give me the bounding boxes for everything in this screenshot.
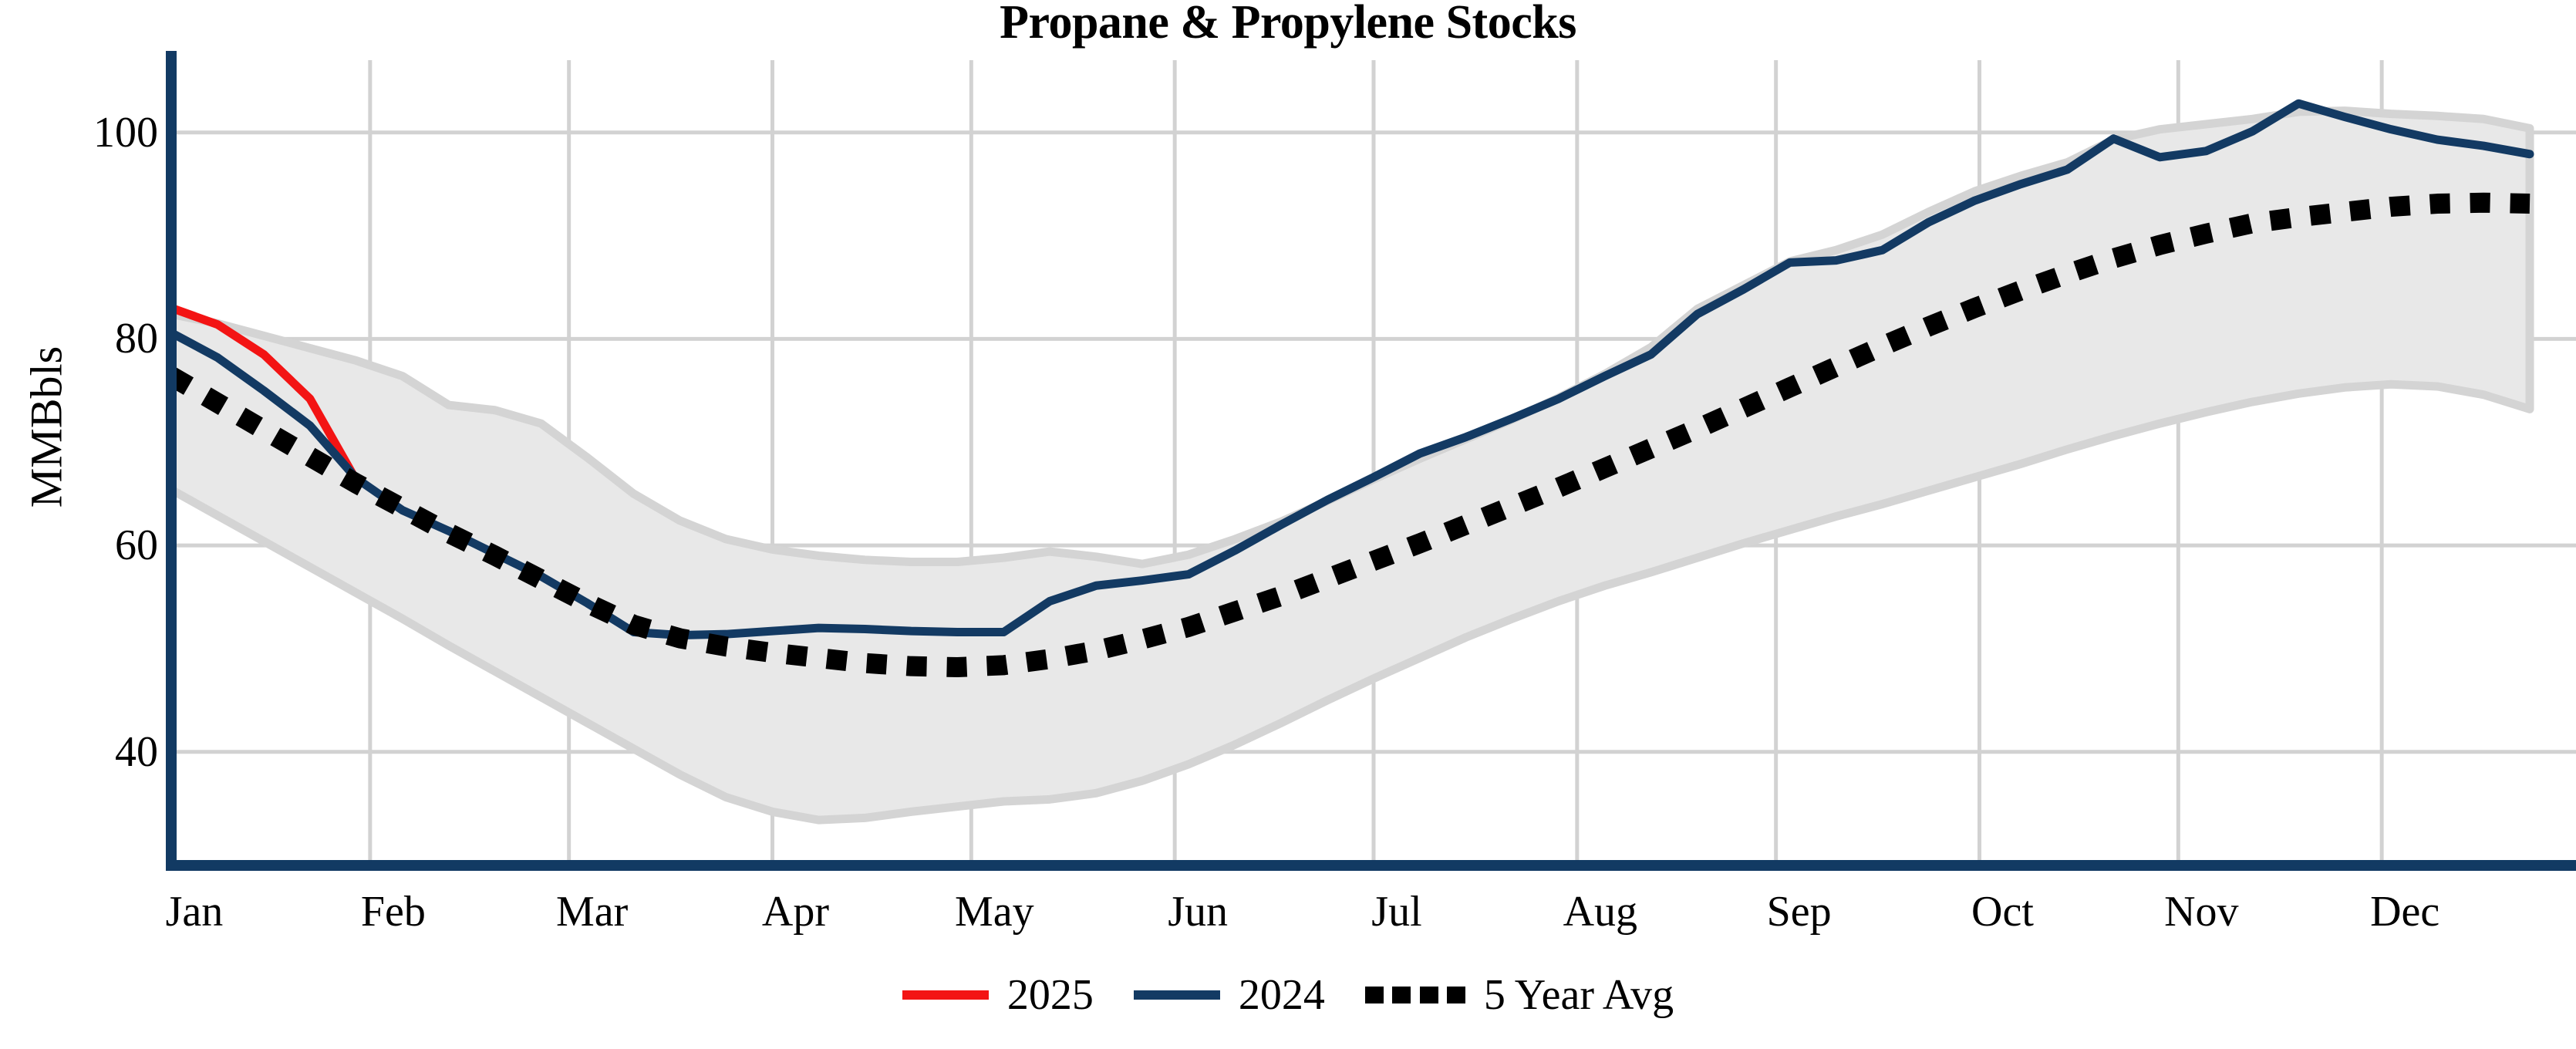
y-tick-label: 40 (115, 727, 158, 776)
x-tick-label: Dec (2370, 888, 2440, 936)
x-tick-label: Sep (1766, 888, 1832, 936)
chart-legend: 2025 2024 5 Year Avg (0, 973, 2576, 1017)
legend-swatch-icon (1364, 987, 1465, 1003)
y-axis-ticks: 100 80 60 40 (0, 0, 158, 1049)
legend-item[interactable]: 2025 (902, 973, 1094, 1017)
legend-item[interactable]: 2024 (1133, 971, 1325, 1019)
x-tick-label: Oct (1971, 888, 2034, 936)
x-tick-label: May (954, 888, 1034, 936)
y-tick-label: 60 (115, 521, 158, 570)
series-line-2025 (167, 303, 361, 485)
legend-label: 5 Year Avg (1483, 971, 1674, 1019)
legend-swatch-icon (902, 990, 989, 1000)
y-tick-label: 80 (115, 315, 158, 363)
legend-label: 2025 (1006, 971, 1094, 1019)
x-tick-label: Apr (761, 888, 830, 936)
legend-item[interactable]: 5 Year Avg (1364, 971, 1674, 1019)
page-title: Propane & Propylene Stocks (1000, 0, 1576, 49)
y-tick-label: 100 (93, 108, 158, 157)
range-band (167, 106, 2534, 825)
x-tick-label: Feb (360, 888, 426, 936)
x-tick-label: Jun (1168, 888, 1229, 936)
legend-swatch-icon (1133, 990, 1220, 1000)
x-tick-label: Aug (1563, 888, 1638, 936)
x-tick-label: Jan (165, 888, 224, 936)
legend-label: 2024 (1238, 971, 1325, 1019)
series-line-5-year-avg (166, 192, 2530, 678)
x-tick-label: Nov (2164, 888, 2239, 936)
x-tick-label: Jul (1371, 888, 1422, 936)
x-tick-label: Mar (555, 888, 629, 936)
